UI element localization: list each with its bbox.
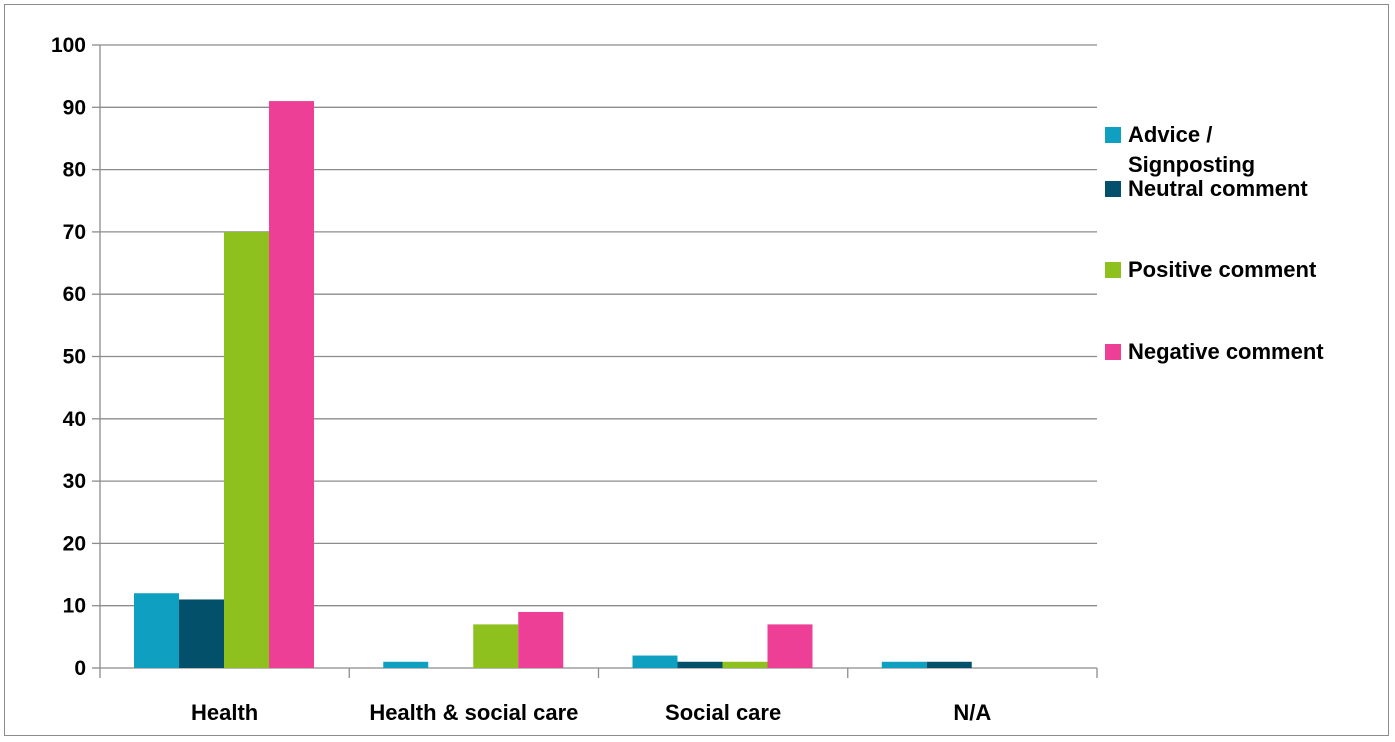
legend-swatch bbox=[1105, 127, 1121, 143]
y-tick-label: 80 bbox=[63, 159, 86, 182]
x-category-label: Social care bbox=[665, 700, 781, 725]
legend-label: Neutral comment bbox=[1128, 176, 1308, 201]
bar bbox=[179, 599, 224, 668]
bar-chart: 0 10 20 30 40 50 60 70 80 90 100 Health Health & so… bbox=[51, 34, 1324, 725]
y-tick-label: 60 bbox=[63, 283, 86, 306]
legend-label: Positive comment bbox=[1128, 257, 1317, 282]
x-category-labels: Health Health & social care Social care N/A bbox=[191, 700, 991, 725]
legend-swatch bbox=[1105, 181, 1121, 197]
y-tick-label: 10 bbox=[63, 595, 86, 618]
chart-frame: 0 10 20 30 40 50 60 70 80 90 100 Health Health & so… bbox=[4, 4, 1389, 736]
legend-label: Negative comment bbox=[1128, 339, 1324, 364]
y-tick-label: 40 bbox=[63, 408, 86, 431]
y-tick-label: 30 bbox=[63, 470, 86, 493]
bar bbox=[677, 661, 723, 668]
bar bbox=[383, 661, 429, 668]
bar bbox=[269, 101, 314, 668]
y-tick-label: 90 bbox=[63, 96, 86, 119]
y-tick-label: 100 bbox=[51, 34, 86, 57]
bar bbox=[134, 593, 179, 668]
legend-swatch bbox=[1105, 262, 1121, 278]
bar bbox=[881, 661, 927, 668]
legend-swatch bbox=[1105, 344, 1121, 360]
y-tick-label: 0 bbox=[74, 657, 86, 680]
x-category-label: Health bbox=[191, 700, 258, 725]
y-tick-label: 20 bbox=[63, 532, 86, 555]
bar bbox=[473, 624, 519, 668]
bars bbox=[134, 101, 972, 668]
x-category-label: N/A bbox=[953, 700, 991, 725]
bar bbox=[722, 661, 768, 668]
y-tick-labels: 0 10 20 30 40 50 60 70 80 90 100 bbox=[51, 34, 86, 680]
x-category-label: Health & social care bbox=[369, 700, 578, 725]
bar bbox=[224, 231, 269, 668]
legend-label: Signposting bbox=[1128, 152, 1255, 177]
y-tick-label: 50 bbox=[63, 346, 86, 369]
legend-label: Advice / bbox=[1128, 122, 1212, 147]
bar bbox=[926, 661, 972, 668]
bar bbox=[518, 611, 564, 668]
bar bbox=[632, 655, 678, 668]
y-tick-label: 70 bbox=[63, 221, 86, 244]
bar bbox=[767, 624, 813, 668]
